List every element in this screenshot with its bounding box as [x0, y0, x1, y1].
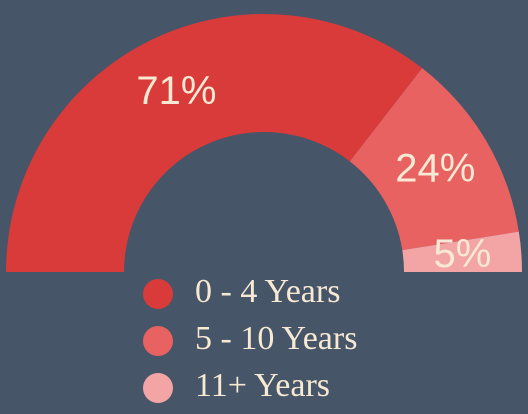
value-label: 5% — [433, 232, 491, 276]
legend-label: 11+ Years — [195, 367, 330, 404]
value-label: 71% — [136, 69, 216, 113]
value-label: 24% — [395, 146, 475, 190]
donut-segment — [402, 231, 522, 272]
legend-swatch — [143, 373, 173, 403]
legend-label: 0 - 4 Years — [195, 273, 340, 310]
legend-swatch — [143, 279, 173, 309]
donut-segment — [349, 68, 519, 251]
legend-label: 5 - 10 Years — [195, 320, 357, 357]
legend-swatch — [143, 326, 173, 356]
donut-segment — [6, 14, 423, 272]
